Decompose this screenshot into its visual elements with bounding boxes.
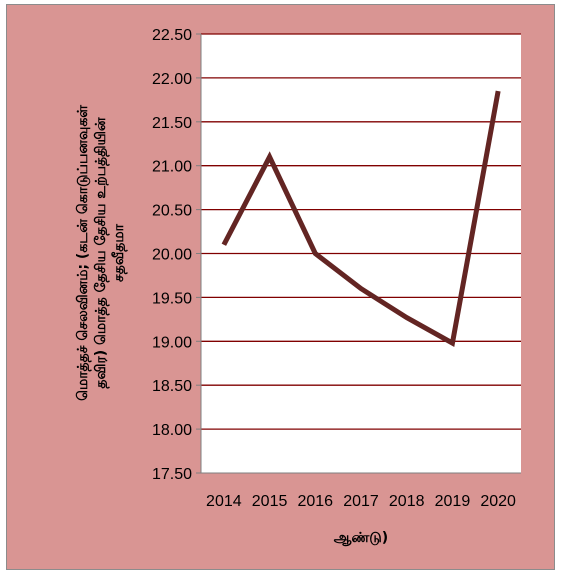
- x-tick-label: 2018: [389, 493, 425, 510]
- y-axis-title: மொத்தச் செலவினம்; (கடன் கொடுப்பனவுகள் தவ…: [75, 105, 128, 401]
- x-axis-title: ஆண்டு): [334, 530, 388, 546]
- y-tick-label: 18.00: [152, 422, 192, 439]
- y-tick-label: 21.00: [152, 159, 192, 176]
- y-tick-labels: 17.50 18.00 18.50 19.00 19.50 20.00 20.50 21.00…: [152, 27, 192, 483]
- y-axis-title-line-1: மொத்தச் செலவினம்; (கடன் கொடுப்பனவுகள்: [75, 105, 92, 401]
- data-points: [223, 90, 499, 344]
- x-tick-label: 2016: [297, 493, 333, 510]
- x-tick-label: 2019: [435, 493, 471, 510]
- y-tick-label: 21.50: [152, 115, 192, 132]
- gridlines: [196, 33, 521, 474]
- x-tick-label: 2014: [206, 493, 242, 510]
- x-tick-labels: 2014 2015 2016 2017 2018 2019 2020: [206, 493, 516, 510]
- y-tick-label: 22.00: [152, 71, 192, 88]
- y-tick-label: 19.00: [152, 334, 192, 351]
- y-axis-title-line-2: தவிர) மொத்த தேசிய தேசிய உற்பத்தியின்: [93, 117, 110, 389]
- y-tick-label: 18.50: [152, 378, 192, 395]
- y-tick-label: 20.50: [152, 203, 192, 220]
- y-axis-title-line-3: சதவீதமா: [111, 223, 128, 282]
- x-tick-label: 2020: [480, 493, 516, 510]
- y-tick-label: 20.00: [152, 247, 192, 264]
- axes: [200, 34, 521, 474]
- y-tick-label: 22.50: [152, 27, 192, 44]
- y-tick-label: 17.50: [152, 466, 192, 483]
- y-tick-label: 19.50: [152, 290, 192, 307]
- x-tick-label: 2017: [343, 493, 379, 510]
- x-tick-label: 2015: [252, 493, 288, 510]
